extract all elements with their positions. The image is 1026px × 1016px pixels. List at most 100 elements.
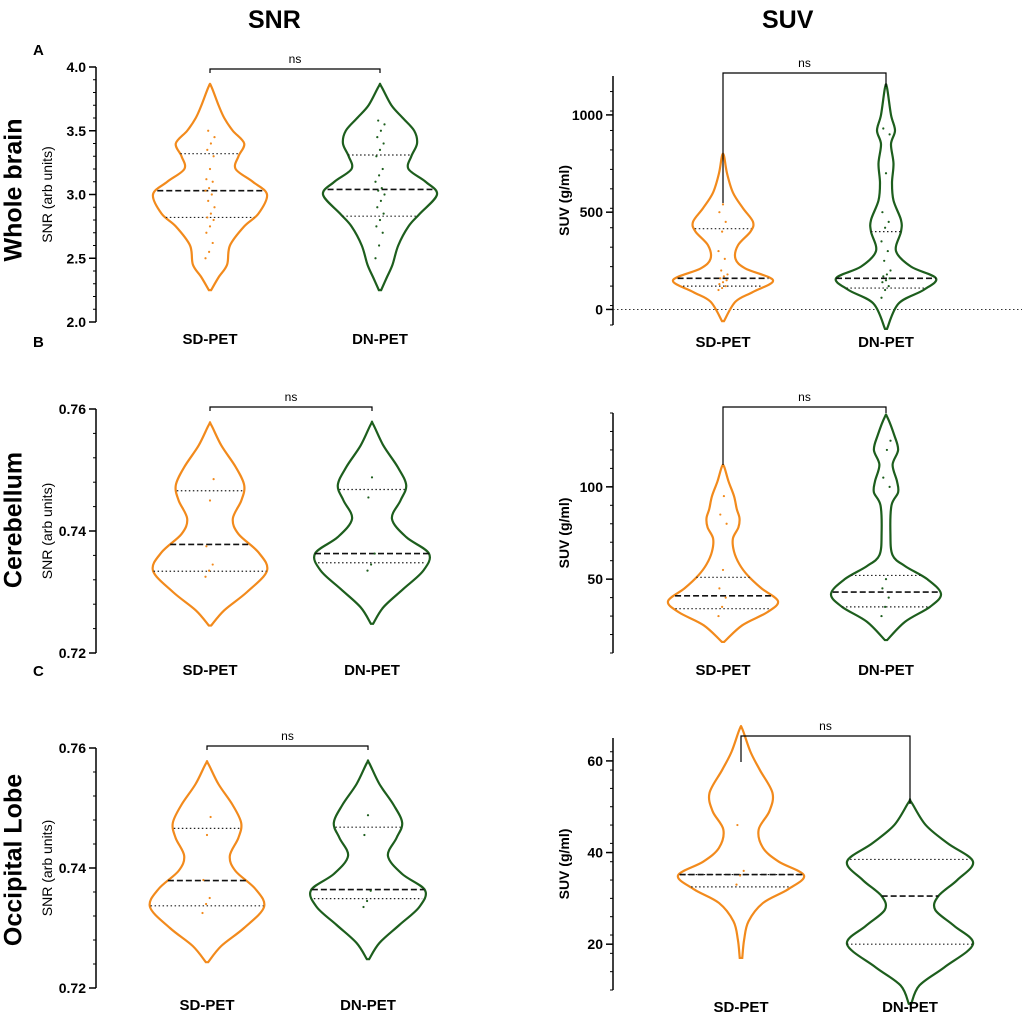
y-tick-label: 3.5 [67, 123, 87, 139]
data-point [887, 220, 890, 223]
data-point [209, 815, 212, 819]
column-title-suv: SUV [762, 6, 814, 34]
violin-dn-pet [308, 759, 428, 961]
data-point [881, 587, 884, 590]
x-category-label: DN-PET [882, 999, 938, 1016]
x-category-label: SD-PET [713, 999, 768, 1016]
data-point [720, 269, 723, 272]
data-point [721, 286, 724, 290]
data-point [742, 869, 745, 872]
x-category-label: SD-PET [182, 331, 237, 348]
significance-label: ns [798, 390, 811, 404]
data-point [718, 587, 721, 590]
significance-label: ns [281, 729, 294, 743]
data-point [886, 249, 889, 253]
data-point [207, 199, 210, 202]
data-point [722, 494, 726, 498]
x-category-label: DN-PET [352, 331, 408, 348]
data-point [884, 226, 887, 229]
data-point [880, 296, 883, 299]
data-point [723, 257, 726, 260]
data-point [880, 614, 883, 618]
y-tick-label: 100 [580, 479, 604, 495]
violin-sd-pet [151, 421, 269, 627]
data-point [201, 911, 204, 915]
data-point [208, 167, 212, 171]
y-tick-label: 0.72 [59, 980, 86, 996]
data-point [208, 250, 211, 253]
data-point [721, 281, 725, 284]
data-point [882, 476, 885, 479]
data-point [367, 496, 370, 499]
y-tick-label: 20 [587, 936, 603, 952]
data-point [882, 275, 885, 278]
data-point [383, 123, 386, 126]
data-point [205, 545, 208, 548]
significance-bracket [206, 745, 369, 750]
data-point [889, 439, 892, 442]
data-point [366, 899, 369, 903]
data-point [205, 178, 208, 181]
violin-sd-pet [676, 724, 806, 960]
data-point [213, 136, 216, 139]
violin-sd-pet [151, 82, 269, 292]
y-tick-label: 500 [580, 204, 604, 220]
data-point [883, 259, 886, 262]
data-point [378, 244, 381, 247]
data-point [362, 905, 365, 909]
x-category-label: SD-PET [695, 662, 750, 679]
data-point [887, 596, 890, 599]
data-point [885, 448, 889, 452]
data-point [209, 212, 212, 215]
data-point [718, 283, 721, 286]
data-point [206, 148, 209, 151]
data-point [721, 605, 724, 608]
panel-letter-a: A [33, 42, 44, 59]
data-point [378, 174, 381, 177]
data-point [363, 833, 366, 837]
violin-sd-pet [666, 463, 780, 644]
significance-bracket [209, 406, 373, 411]
data-point [888, 485, 891, 488]
data-point [378, 148, 382, 151]
data-point [717, 249, 720, 253]
data-point [208, 569, 211, 572]
significance-bracket [722, 406, 887, 465]
data-point [885, 273, 889, 276]
data-point [889, 269, 892, 272]
y-tick-label: 2.5 [67, 250, 87, 266]
data-point [378, 218, 382, 222]
data-point [213, 206, 216, 209]
y-tick-label: 60 [587, 753, 603, 769]
data-point [719, 513, 722, 516]
data-point [379, 199, 382, 202]
y-tick-label: 0.76 [59, 401, 86, 417]
y-axis-title: SUV (g/ml) [556, 498, 572, 569]
data-point [373, 552, 376, 555]
y-tick-label: 0.74 [59, 860, 86, 876]
data-point [370, 476, 374, 479]
data-point [383, 193, 386, 196]
data-point [881, 211, 884, 214]
data-point [204, 575, 207, 578]
x-category-label: DN-PET [858, 334, 914, 351]
y-tick-label: 0 [595, 301, 603, 317]
data-point [202, 878, 205, 882]
violin-sd-pet [148, 759, 266, 964]
data-point [205, 902, 208, 906]
significance-label: ns [819, 719, 832, 733]
significance-label: ns [289, 52, 302, 66]
panel-letter-b: B [33, 334, 44, 351]
data-point [380, 187, 383, 190]
data-point [884, 578, 888, 581]
data-point [212, 478, 215, 481]
data-point [370, 563, 373, 566]
data-point [376, 136, 379, 139]
data-point [381, 167, 384, 171]
panel-letter-c: C [33, 663, 44, 680]
data-point [882, 127, 885, 130]
significance-label: ns [285, 390, 298, 404]
data-point [718, 211, 721, 214]
data-point [884, 605, 887, 608]
